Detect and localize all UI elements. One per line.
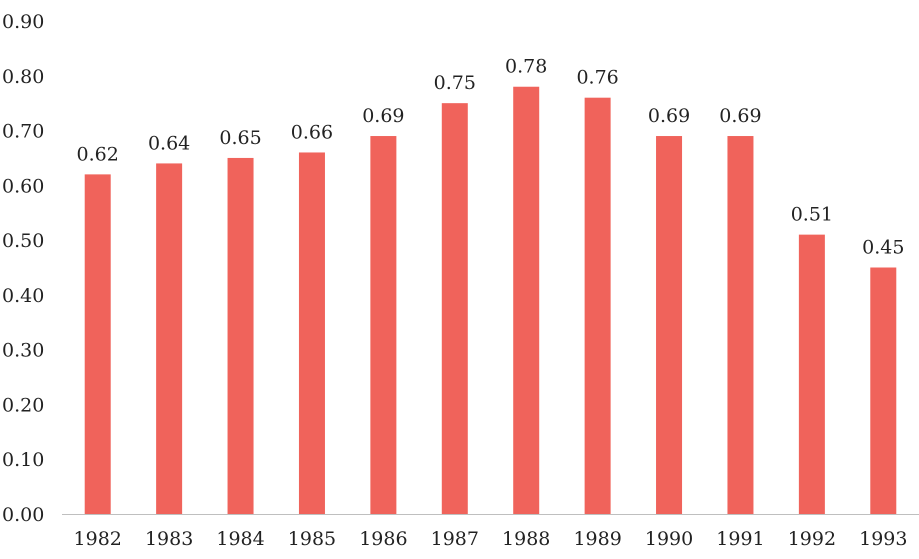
bar-value-label: 0.76 bbox=[576, 67, 618, 89]
x-tick-label: 1993 bbox=[859, 528, 907, 550]
bar-value-label: 0.66 bbox=[291, 121, 333, 143]
x-tick-label: 1983 bbox=[145, 528, 193, 550]
bar bbox=[513, 86, 540, 514]
bar bbox=[84, 174, 111, 514]
bar bbox=[441, 103, 468, 515]
bar bbox=[156, 163, 183, 514]
x-tick-label: 1985 bbox=[288, 528, 336, 550]
y-tick-label: 0.90 bbox=[2, 11, 44, 33]
x-tick-label: 1991 bbox=[716, 528, 764, 550]
x-tick-label: 1987 bbox=[431, 528, 479, 550]
bar bbox=[656, 136, 683, 515]
y-tick-label: 0.20 bbox=[2, 394, 44, 416]
bars-group bbox=[84, 86, 897, 515]
y-tick-label: 0.60 bbox=[2, 175, 44, 197]
bar bbox=[727, 136, 754, 515]
y-tick-label: 0.40 bbox=[2, 285, 44, 307]
bar-value-label: 0.75 bbox=[434, 72, 476, 94]
bar-value-label: 0.64 bbox=[148, 132, 190, 154]
x-tick-label: 1990 bbox=[645, 528, 693, 550]
bar-value-label: 0.62 bbox=[77, 143, 119, 165]
y-tick-label: 0.80 bbox=[2, 66, 44, 88]
y-tick-label: 0.00 bbox=[2, 504, 44, 526]
bar-value-label: 0.45 bbox=[862, 237, 904, 259]
y-tick-label: 0.10 bbox=[2, 449, 44, 471]
y-axis: 0.00 0.10 0.20 0.30 0.40 0.50 0.60 0.70 0.80 0.90 bbox=[2, 11, 44, 526]
bar-value-label: 0.69 bbox=[648, 105, 690, 127]
bar bbox=[870, 267, 897, 514]
y-tick-label: 0.70 bbox=[2, 121, 44, 143]
bar-value-label: 0.69 bbox=[719, 105, 761, 127]
bar bbox=[584, 97, 611, 514]
x-tick-label: 1992 bbox=[788, 528, 836, 550]
bar bbox=[298, 152, 325, 514]
x-tick-label: 1988 bbox=[502, 528, 550, 550]
data-labels-group: 0.62 0.64 0.65 0.66 0.69 0.75 0.78 0.76 0.69 0.69… bbox=[77, 56, 905, 259]
bar bbox=[370, 136, 397, 515]
x-tick-label: 1986 bbox=[359, 528, 407, 550]
bar bbox=[798, 234, 825, 514]
bar-value-label: 0.69 bbox=[362, 105, 404, 127]
y-tick-label: 0.30 bbox=[2, 340, 44, 362]
bar-value-label: 0.78 bbox=[505, 56, 547, 78]
x-tick-label: 1989 bbox=[573, 528, 621, 550]
x-axis: 1982 1983 1984 1985 1986 1987 1988 1989 1990 1991… bbox=[74, 528, 908, 550]
bar-value-label: 0.65 bbox=[219, 127, 261, 149]
x-tick-label: 1984 bbox=[216, 528, 264, 550]
x-tick-label: 1982 bbox=[74, 528, 122, 550]
bar bbox=[227, 157, 254, 514]
bar-value-label: 0.51 bbox=[791, 204, 833, 226]
y-tick-label: 0.50 bbox=[2, 230, 44, 252]
